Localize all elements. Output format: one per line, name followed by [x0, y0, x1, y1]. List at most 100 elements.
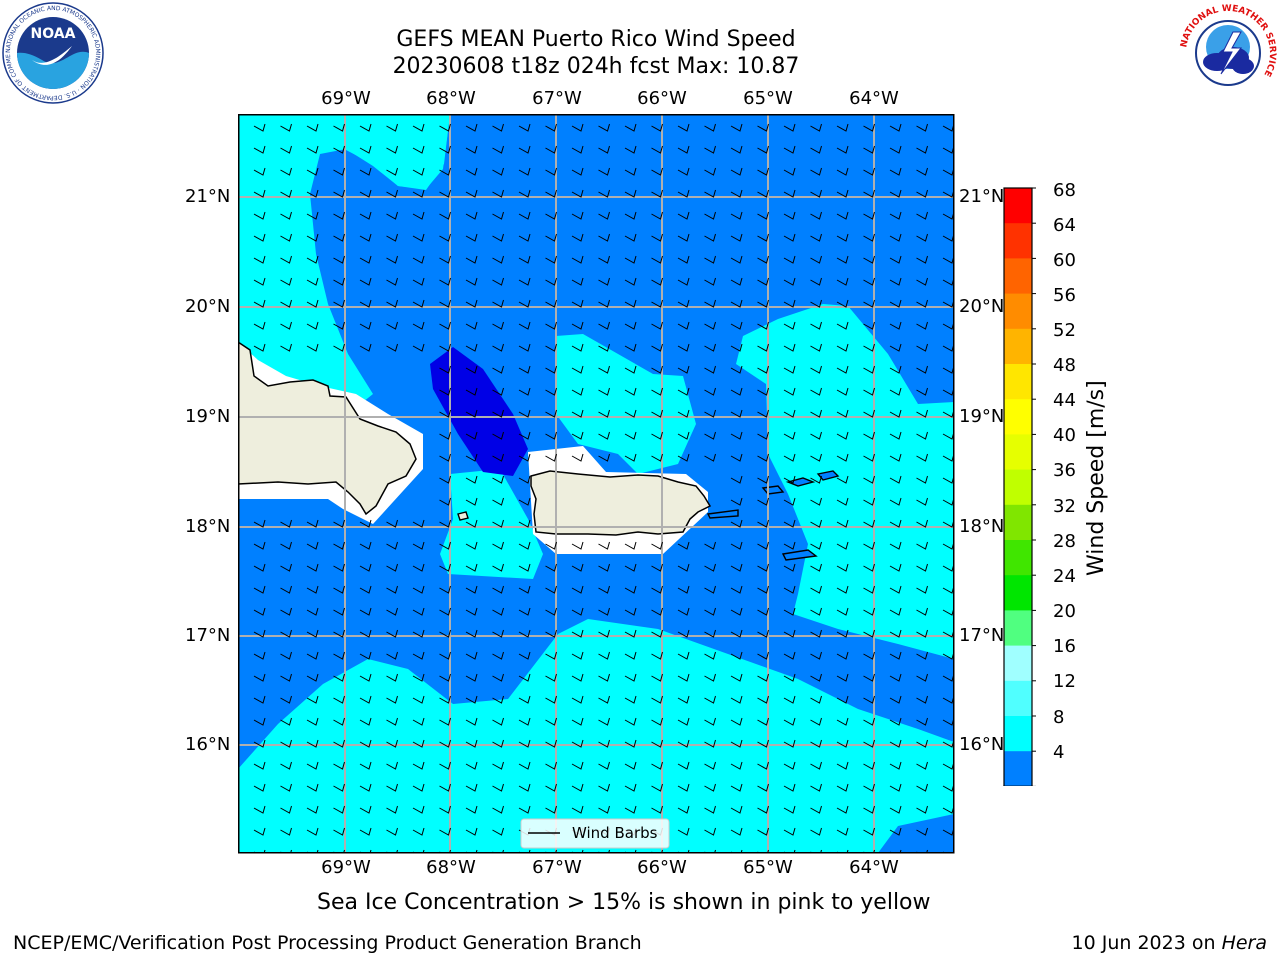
wind-barb: [889, 717, 902, 726]
wind-barb: [359, 761, 372, 770]
colorbar-segment: [1004, 469, 1032, 506]
wind-barb: [836, 475, 849, 484]
wind-barb: [783, 409, 796, 418]
wind-barb: [783, 673, 796, 682]
wind-barb: [916, 123, 928, 132]
wind-barb: [757, 783, 769, 792]
wind-barb: [704, 321, 716, 330]
wind-barb: [704, 343, 716, 352]
wind-barb: [306, 585, 319, 594]
wind-barb: [439, 299, 451, 308]
wind-barb: [253, 629, 266, 638]
wind-barb: [916, 343, 928, 352]
wind-barb: [386, 585, 398, 594]
wind-barb: [412, 607, 425, 616]
wind-barb: [253, 607, 266, 616]
wind-barb: [677, 717, 690, 726]
wind-barb: [386, 321, 398, 330]
wind-barbs-legend: Wind Barbs: [520, 818, 670, 849]
wind-barb: [545, 805, 557, 814]
wind-barb: [465, 607, 478, 616]
wind-barb: [333, 673, 345, 682]
wind-barb: [889, 607, 902, 616]
wind-barb: [306, 321, 319, 330]
wind-barb: [518, 343, 531, 352]
wind-barb: [730, 365, 743, 374]
wind-barb: [386, 541, 398, 550]
lat-label-left: 17°N: [185, 625, 231, 646]
wind-barb: [757, 299, 769, 308]
wind-barb: [439, 761, 451, 770]
wind-barb: [492, 607, 504, 616]
wind-barb: [730, 673, 743, 682]
wind-barb: [280, 629, 292, 638]
wind-barb: [545, 409, 557, 418]
wind-barb: [651, 541, 663, 550]
wind-barb: [465, 277, 478, 286]
wind-barb: [545, 651, 557, 660]
wind-barb: [757, 739, 769, 748]
wind-barb: [518, 695, 531, 704]
wind-barb: [783, 365, 796, 374]
wind-barb: [889, 805, 902, 814]
colorbar-tick-label: 4: [1053, 742, 1065, 763]
wind-barb: [836, 585, 849, 594]
wind-barb: [412, 343, 425, 352]
wind-barb: [439, 211, 451, 220]
wind-barb: [730, 519, 743, 528]
wind-barb: [306, 255, 319, 264]
wind-barb: [836, 123, 849, 132]
wind-barb: [439, 409, 451, 418]
wind-barb: [598, 453, 610, 462]
machine-name: Hera: [1221, 932, 1267, 954]
wind-barb: [465, 409, 478, 418]
wind-barb: [810, 761, 822, 770]
wind-barb: [598, 607, 610, 616]
wind-barb: [651, 431, 663, 440]
wind-barb: [253, 343, 266, 352]
wind-barb: [889, 387, 902, 396]
wind-barb: [386, 255, 398, 264]
wind-speed-map: Wind Barbs: [238, 114, 955, 854]
wind-barb: [306, 651, 319, 660]
colorbar-tick-label: 12: [1053, 671, 1076, 692]
wind-barb: [624, 343, 637, 352]
wind-barb: [492, 695, 504, 704]
wind-barb: [916, 321, 928, 330]
wind-barb: [492, 123, 504, 132]
wind-barb: [518, 783, 531, 792]
wind-barb: [306, 783, 319, 792]
wind-barb: [333, 783, 345, 792]
wind-barb: [730, 387, 743, 396]
wind-barb: [412, 519, 425, 528]
colorbar-tick-label: 52: [1053, 320, 1076, 341]
colorbar-tick-label: 8: [1053, 707, 1065, 728]
wind-barb: [333, 739, 345, 748]
wind-barb: [863, 761, 875, 770]
wind-barb: [412, 321, 425, 330]
legend-label: Wind Barbs: [572, 824, 658, 842]
wind-barb: [916, 827, 928, 836]
wind-barb: [439, 277, 451, 286]
wind-barb: [757, 211, 769, 220]
wind-barb: [651, 123, 663, 132]
wind-barb: [757, 255, 769, 264]
wind-barb: [439, 519, 451, 528]
wind-barb: [306, 519, 319, 528]
wind-barb: [465, 167, 478, 176]
wind-barb: [863, 145, 875, 154]
wind-barb: [571, 585, 584, 594]
wind-barb: [624, 541, 637, 550]
wind-barb: [651, 739, 663, 748]
wind-barb: [863, 497, 875, 506]
wind-barb: [492, 343, 504, 352]
wind-barb: [916, 651, 928, 660]
wind-barb: [757, 123, 769, 132]
virgin-islands-2: [785, 477, 816, 487]
wind-barb: [863, 805, 875, 814]
wind-barb: [518, 365, 531, 374]
wind-barb: [624, 233, 637, 242]
wind-barb: [677, 123, 690, 132]
wind-barb: [492, 827, 504, 836]
wind-barb: [545, 629, 557, 638]
